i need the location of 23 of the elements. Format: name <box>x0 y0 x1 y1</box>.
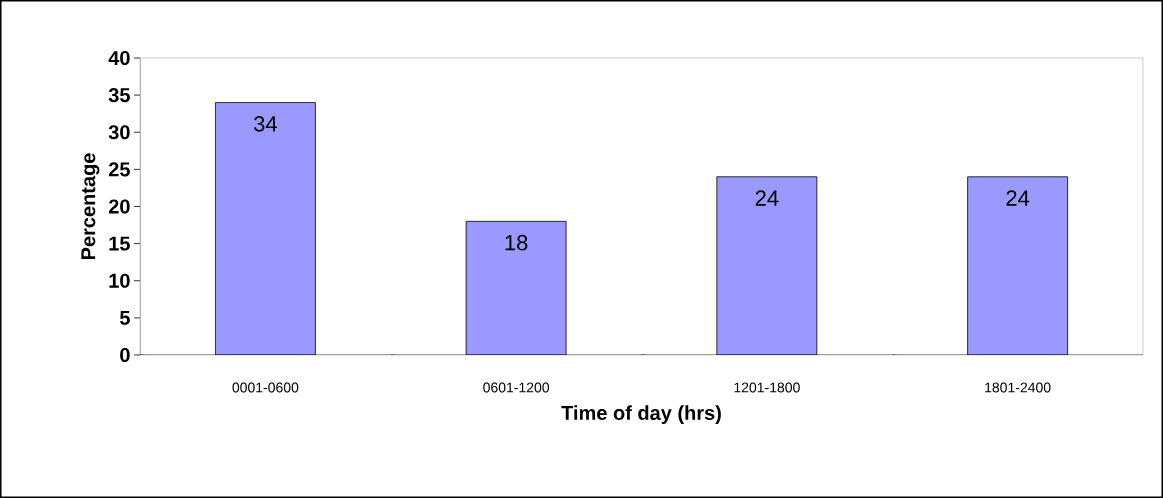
x-tick-label: 1801-2400 <box>985 382 1051 393</box>
x-tick-label: 0001-0600 <box>232 382 299 393</box>
bar <box>716 176 817 355</box>
y-tick-label: 0 <box>120 347 130 363</box>
bar <box>215 102 316 355</box>
x-tick-label: 0601-1200 <box>483 382 550 393</box>
bar <box>466 221 567 355</box>
data-label: 34 <box>253 116 277 132</box>
data-label: 18 <box>505 234 528 251</box>
data-label: 24 <box>1006 190 1030 206</box>
y-tick-label: 25 <box>108 162 130 177</box>
y-tick-label: 40 <box>108 50 130 66</box>
y-tick-label: 20 <box>108 199 130 214</box>
y-tick-label: 35 <box>108 88 130 103</box>
y-tick-label: 5 <box>119 310 130 325</box>
x-tick-label: 1201-1800 <box>734 382 800 393</box>
data-label: 24 <box>755 190 779 206</box>
y-tick-label: 10 <box>109 273 130 288</box>
y-tick-label: 15 <box>109 236 130 251</box>
y-tick-label: 30 <box>108 125 130 140</box>
bar <box>967 176 1069 355</box>
y-axis-title: Percentage <box>81 153 100 260</box>
x-axis-title: Time of day (hrs) <box>561 405 721 424</box>
